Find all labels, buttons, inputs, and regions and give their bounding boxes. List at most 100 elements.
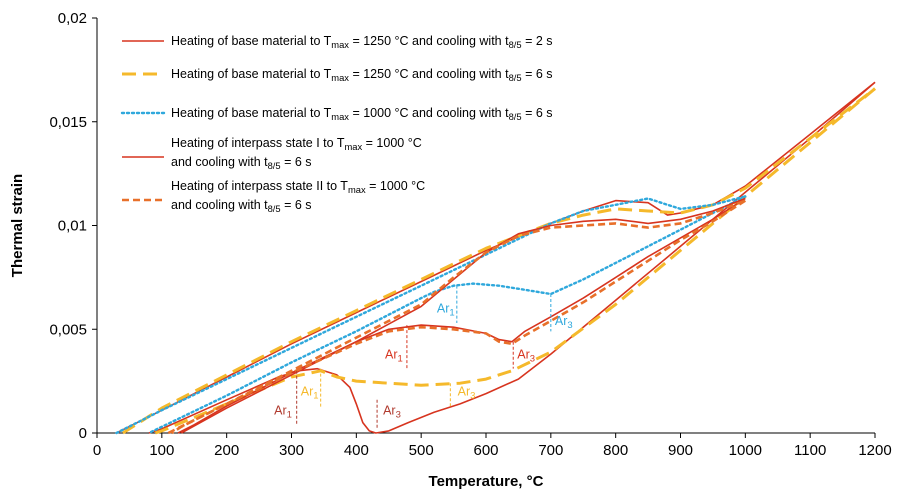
annotation-label: Ar1: [385, 347, 403, 364]
annotation-ar3: Ar3: [512, 341, 535, 369]
x-tick-label: 1000: [729, 442, 762, 459]
axes: 0 100 200 300 400 500 600 700 800 900 1000 1100 1200…: [9, 10, 892, 490]
annotation-ar3: Ar3: [376, 399, 401, 429]
subscript: 8/5: [509, 40, 522, 50]
annotation-label-main: Ar: [383, 403, 396, 417]
annotation-label-subscript: 1: [398, 353, 403, 364]
annotation-label-main: Ar: [458, 385, 471, 399]
subscript: max: [348, 185, 366, 195]
series-5: [167, 199, 746, 435]
annotation-label-main: Ar: [274, 403, 287, 417]
series-3: [115, 195, 747, 435]
x-tick-label: 1200: [858, 442, 891, 459]
text-segment: = 6 s: [281, 155, 312, 169]
subscript: max: [344, 142, 362, 152]
series-layer: [115, 81, 876, 435]
series-5-heating-line: [167, 199, 746, 435]
annotation-label-subscript: 3: [567, 320, 572, 331]
annotation-label-subscript: 1: [287, 409, 292, 420]
subscript: max: [331, 40, 349, 50]
annotation-label-main: Ar: [437, 302, 450, 316]
text-segment: = 6 s: [281, 198, 312, 212]
series-3-cooling-line: [147, 195, 747, 435]
series-1-cooling-line: [148, 81, 876, 434]
text-segment: = 1000 °C: [362, 136, 422, 150]
text-segment: = 6 s: [522, 106, 553, 120]
text-segment: Heating of interpass state II to T: [171, 179, 348, 193]
annotation-ar3: Ar3: [550, 293, 573, 332]
text-segment: Heating of base material to T: [171, 67, 332, 81]
x-tick-label: 0: [93, 442, 101, 459]
annotation-ar1: Ar1: [301, 368, 322, 409]
subscript: max: [331, 73, 349, 83]
x-tick-label: 800: [603, 442, 628, 459]
x-tick-label: 900: [668, 442, 693, 459]
annotation-label-subscript: 3: [396, 409, 401, 420]
legend-entry-3: Heating of base material to Tmax = 1000 …: [120, 106, 553, 122]
text-segment: and cooling with t: [171, 155, 268, 169]
series-3-heating-line: [115, 195, 747, 435]
text-segment: = 6 s: [522, 67, 553, 81]
text-segment: = 1000 °C: [366, 179, 426, 193]
y-axis-title: Thermal strain: [9, 174, 26, 277]
annotation-label-main: Ar: [301, 385, 314, 399]
annotation-label-main: Ar: [385, 347, 398, 361]
annotation-ar3: Ar3: [449, 383, 476, 409]
legend-label: Heating of base material to Tmax = 1000 …: [171, 106, 553, 122]
legend: Heating of base material to Tmax = 1250 …: [120, 34, 553, 214]
legend-entry-1: Heating of base material to Tmax = 1250 …: [122, 34, 553, 50]
legend-entry-5: Heating of interpass state II to Tmax = …: [122, 179, 425, 214]
x-axis-title: Temperature, °C: [429, 473, 544, 490]
text-segment: Heating of interpass state I to T: [171, 136, 345, 150]
series-2-heating-line: [122, 87, 876, 435]
legend-label: Heating of base material to Tmax = 1250 …: [171, 34, 553, 50]
x-tick-label: 100: [149, 442, 174, 459]
annotation-ar1: Ar1: [437, 285, 458, 324]
x-tick-label: 700: [538, 442, 563, 459]
y-tick-label: 0,005: [49, 321, 87, 338]
y-tick-label: 0,02: [58, 10, 87, 27]
text-segment: = 1000 °C and cooling with t: [349, 106, 509, 120]
subscript: 8/5: [268, 161, 281, 171]
subscript: 8/5: [268, 204, 281, 214]
annotation-label: Ar1: [437, 302, 455, 319]
y-tick-label: 0,015: [49, 114, 87, 131]
legend-label: Heating of base material to Tmax = 1250 …: [171, 67, 553, 83]
subscript: max: [331, 112, 349, 122]
series-4-heating-line: [180, 197, 746, 434]
annotation-label: Ar3: [555, 314, 573, 331]
annotation-label-main: Ar: [517, 347, 530, 361]
series-1: [116, 81, 876, 434]
x-tick-label: 200: [214, 442, 239, 459]
legend-label: Heating of interpass state II to Tmax = …: [171, 179, 425, 195]
x-tick-label: 1100: [794, 442, 826, 459]
annotation-ar1: Ar1: [274, 370, 298, 425]
legend-label: and cooling with t8/5 = 6 s: [171, 198, 312, 214]
text-segment: = 1250 °C and cooling with t: [349, 67, 509, 81]
series-1-heating-line: [116, 81, 876, 434]
series-2: [122, 87, 876, 435]
series-2-cooling-line: [154, 87, 876, 435]
y-tick-label: 0: [79, 425, 87, 442]
legend-label: and cooling with t8/5 = 6 s: [171, 155, 312, 171]
x-tick-label: 600: [473, 442, 498, 459]
text-segment: Heating of base material to T: [171, 34, 332, 48]
annotation-label-subscript: 3: [530, 353, 535, 364]
annotation-label: Ar3: [458, 385, 476, 402]
annotation-label-subscript: 3: [470, 391, 475, 402]
text-segment: = 2 s: [522, 34, 553, 48]
text-segment: Heating of base material to T: [171, 106, 332, 120]
annotation-label: Ar3: [383, 403, 401, 420]
annotation-label-main: Ar: [555, 314, 568, 328]
legend-entry-2: Heating of base material to Tmax = 1250 …: [122, 67, 553, 83]
x-tick-label: 500: [409, 442, 434, 459]
subscript: 8/5: [509, 73, 522, 83]
x-tick-label: 300: [279, 442, 304, 459]
x-tick-label: 400: [344, 442, 369, 459]
legend-label: Heating of interpass state I to Tmax = 1…: [171, 136, 422, 152]
subscript: 8/5: [509, 112, 522, 122]
text-segment: = 1250 °C and cooling with t: [349, 34, 509, 48]
